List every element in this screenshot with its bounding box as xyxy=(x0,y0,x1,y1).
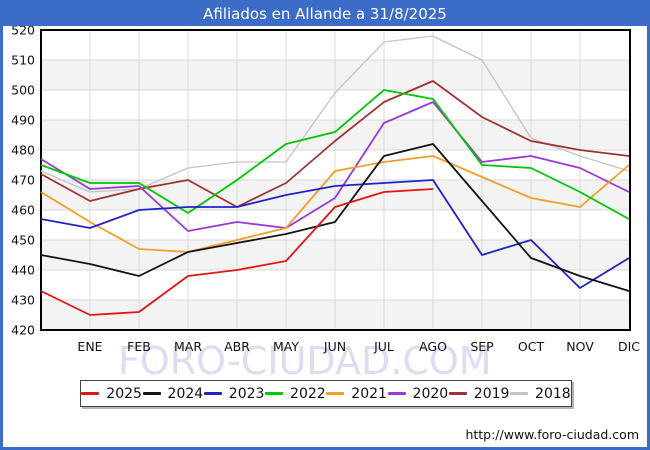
legend-label-2025: 2025 xyxy=(106,385,142,402)
legend-entry-2023: 2023 xyxy=(203,385,265,402)
x-tick-label: MAR xyxy=(174,339,202,354)
x-tick-label: AGO xyxy=(419,339,447,354)
chart-svg: FORO-CIUDAD.COM 420 430 440 450 460 470 480 490 5… xyxy=(11,23,640,384)
legend-swatch-2021 xyxy=(326,392,345,395)
x-tick-label: MAY xyxy=(273,339,299,354)
legend-label-2024: 2024 xyxy=(167,385,204,402)
x-tick-label: JUN xyxy=(323,339,346,354)
legend-swatch-2020 xyxy=(387,392,406,395)
legend-swatch-2023 xyxy=(203,392,222,395)
x-tick-label: ABR xyxy=(224,339,250,354)
plot-area: FORO-CIUDAD.COM 420 430 440 450 460 470 480 490 5… xyxy=(3,23,647,384)
legend-label-2021: 2021 xyxy=(351,385,387,402)
x-tick-label: FEB xyxy=(127,339,151,354)
y-tick-label: 430 xyxy=(11,293,35,308)
legend-entry-2018: 2018 xyxy=(510,386,571,402)
chart-title: Afiliados en Allande a 31/8/2025 xyxy=(3,3,647,26)
legend-entry-2019: 2019 xyxy=(448,385,510,402)
legend-swatch-2024 xyxy=(142,392,161,395)
x-tick-label: JUL xyxy=(373,339,394,354)
legend-entry-2022: 2022 xyxy=(265,386,326,402)
x-tick-label: ENE xyxy=(77,339,102,354)
x-tick-label: OCT xyxy=(518,339,545,354)
legend-swatch-2025 xyxy=(81,392,100,395)
y-tick-label: 460 xyxy=(11,203,35,218)
legend-entry-2021: 2021 xyxy=(326,386,387,402)
legend-label-2018: 2018 xyxy=(535,385,571,402)
y-tick-label: 440 xyxy=(11,263,35,278)
y-tick-label: 470 xyxy=(11,173,35,188)
y-tick-label: 500 xyxy=(11,83,35,98)
series-line-2022 xyxy=(40,89,630,220)
site-url[interactable]: http://www.foro-ciudad.com xyxy=(465,427,639,442)
legend-entry-2025: 2025 xyxy=(81,386,142,402)
y-tick-label: 480 xyxy=(11,143,35,158)
series-line-2021 xyxy=(40,155,630,253)
x-tick-label: NOV xyxy=(566,339,594,354)
legend-label-2022: 2022 xyxy=(290,385,326,402)
watermark-text: FORO-CIUDAD.COM xyxy=(118,339,492,378)
legend-label-2020: 2020 xyxy=(412,385,449,402)
series-line-2023 xyxy=(40,179,630,289)
series-line-2019 xyxy=(40,80,630,208)
series-line-2024 xyxy=(40,143,630,292)
legend-swatch-2019 xyxy=(448,392,467,395)
x-tick-label: SEP xyxy=(470,339,494,354)
legend-entry-2024: 2024 xyxy=(142,385,204,402)
series-line-2025 xyxy=(40,188,434,316)
y-tick-label: 490 xyxy=(11,113,35,128)
legend: 2025 2024 2023 2022 2021 2020 2019 2018 xyxy=(80,380,572,407)
x-tick-label: DIC xyxy=(618,339,640,354)
series-line-2020 xyxy=(40,101,630,232)
y-tick-label: 420 xyxy=(11,323,35,338)
legend-label-2019: 2019 xyxy=(473,385,510,402)
y-tick-label: 450 xyxy=(11,233,35,248)
legend-swatch-2022 xyxy=(265,392,284,395)
y-tick-label: 520 xyxy=(11,26,35,38)
legend-swatch-2018 xyxy=(510,392,529,395)
legend-label-2023: 2023 xyxy=(228,385,265,402)
y-tick-label: 510 xyxy=(11,53,35,68)
legend-entry-2020: 2020 xyxy=(387,385,449,402)
